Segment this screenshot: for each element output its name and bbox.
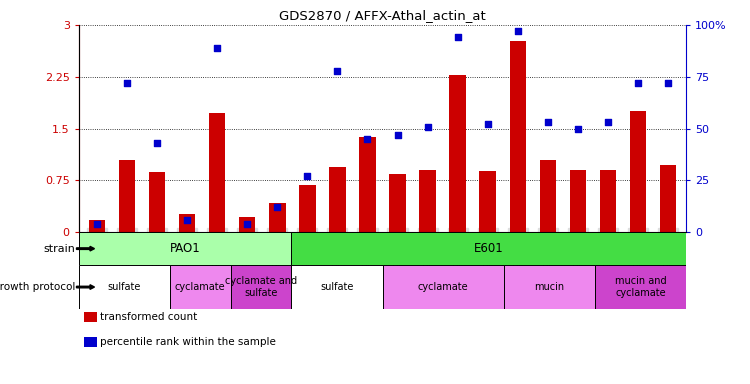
Bar [630,111,646,232]
Bar [209,113,225,232]
Text: E601: E601 [474,242,504,255]
Point [151,140,163,146]
Bar [329,167,346,232]
Point [272,204,284,210]
Text: growth protocol: growth protocol [0,282,75,292]
Point [662,80,674,86]
Point [91,221,103,227]
Point [332,68,344,74]
Text: cyclamate and
sulfate: cyclamate and sulfate [225,276,297,298]
Bar [479,172,496,232]
Bar [148,172,165,232]
Bar [419,170,436,232]
Point [602,119,614,126]
Point [362,136,374,142]
Bar [79,232,291,265]
Bar [299,185,316,232]
Bar [239,217,256,232]
Text: cyclamate: cyclamate [418,282,469,292]
Text: sulfate: sulfate [320,282,354,292]
Bar [79,265,170,309]
Text: transformed count: transformed count [100,312,197,322]
Point [392,132,404,138]
Bar [359,137,376,232]
Bar [504,265,596,309]
Bar [118,160,135,232]
Bar [269,203,286,232]
Text: sulfate: sulfate [108,282,141,292]
Bar [449,75,466,232]
Point [512,28,524,34]
Point [211,45,223,51]
Text: PAO1: PAO1 [170,242,200,255]
Bar [660,165,676,232]
Text: cyclamate: cyclamate [175,282,226,292]
Point [181,217,193,223]
Point [632,80,644,86]
Bar [389,174,406,232]
Bar [291,265,382,309]
Bar [596,265,686,309]
Bar [570,170,586,232]
Bar [382,265,504,309]
Point [542,119,554,126]
Bar [540,160,556,232]
Bar [600,170,616,232]
Bar [509,41,526,232]
Bar [231,265,291,309]
Point [302,173,313,179]
Point [572,126,584,132]
Point [121,80,133,86]
Bar [88,220,105,232]
Point [482,121,494,127]
Bar [291,232,686,265]
Text: percentile rank within the sample: percentile rank within the sample [100,337,276,347]
Text: mucin: mucin [535,282,565,292]
Title: GDS2870 / AFFX-Athal_actin_at: GDS2870 / AFFX-Athal_actin_at [279,9,486,22]
Point [452,34,464,40]
Text: strain: strain [43,243,75,254]
Bar [170,265,231,309]
Bar [178,214,195,232]
Text: mucin and
cyclamate: mucin and cyclamate [615,276,667,298]
Point [422,124,434,130]
Point [242,221,254,227]
